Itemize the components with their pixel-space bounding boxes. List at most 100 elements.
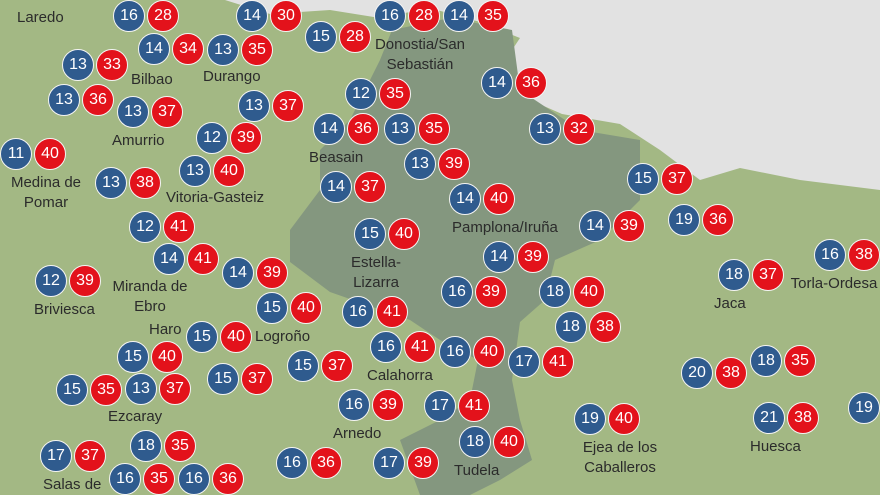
max-temp-marker[interactable]: 40 — [151, 341, 183, 373]
min-temp-marker[interactable]: 13 — [95, 167, 127, 199]
max-temp-marker[interactable]: 35 — [164, 430, 196, 462]
max-temp-marker[interactable]: 37 — [159, 373, 191, 405]
max-temp-marker[interactable]: 37 — [272, 90, 304, 122]
min-temp-marker[interactable]: 19 — [574, 403, 606, 435]
min-temp-marker[interactable]: 14 — [483, 241, 515, 273]
max-temp-marker[interactable]: 32 — [563, 113, 595, 145]
max-temp-marker[interactable]: 37 — [752, 259, 784, 291]
max-temp-marker[interactable]: 39 — [613, 210, 645, 242]
max-temp-marker[interactable]: 30 — [270, 0, 302, 32]
max-temp-marker[interactable]: 41 — [458, 390, 490, 422]
min-temp-marker[interactable]: 12 — [35, 265, 67, 297]
max-temp-marker[interactable]: 38 — [589, 311, 621, 343]
max-temp-marker[interactable]: 41 — [187, 243, 219, 275]
max-temp-marker[interactable]: 40 — [213, 155, 245, 187]
max-temp-marker[interactable]: 40 — [388, 218, 420, 250]
min-temp-marker[interactable]: 19 — [848, 392, 880, 424]
min-temp-marker[interactable]: 18 — [539, 276, 571, 308]
min-temp-marker[interactable]: 20 — [681, 357, 713, 389]
max-temp-marker[interactable]: 36 — [212, 463, 244, 495]
max-temp-marker[interactable]: 40 — [34, 138, 66, 170]
max-temp-marker[interactable]: 37 — [321, 350, 353, 382]
max-temp-marker[interactable]: 36 — [702, 204, 734, 236]
min-temp-marker[interactable]: 14 — [449, 183, 481, 215]
min-temp-marker[interactable]: 11 — [0, 138, 32, 170]
max-temp-marker[interactable]: 36 — [310, 447, 342, 479]
max-temp-marker[interactable]: 41 — [542, 346, 574, 378]
min-temp-marker[interactable]: 13 — [238, 90, 270, 122]
min-temp-marker[interactable]: 15 — [256, 292, 288, 324]
min-temp-marker[interactable]: 15 — [354, 218, 386, 250]
min-temp-marker[interactable]: 16 — [439, 336, 471, 368]
min-temp-marker[interactable]: 13 — [207, 34, 239, 66]
min-temp-marker[interactable]: 12 — [129, 211, 161, 243]
max-temp-marker[interactable]: 41 — [404, 331, 436, 363]
min-temp-marker[interactable]: 14 — [313, 113, 345, 145]
min-temp-marker[interactable]: 13 — [529, 113, 561, 145]
max-temp-marker[interactable]: 40 — [493, 426, 525, 458]
max-temp-marker[interactable]: 39 — [517, 241, 549, 273]
min-temp-marker[interactable]: 14 — [481, 67, 513, 99]
min-temp-marker[interactable]: 13 — [117, 96, 149, 128]
min-temp-marker[interactable]: 13 — [384, 113, 416, 145]
min-temp-marker[interactable]: 15 — [56, 374, 88, 406]
max-temp-marker[interactable]: 39 — [372, 389, 404, 421]
max-temp-marker[interactable]: 35 — [477, 0, 509, 32]
max-temp-marker[interactable]: 39 — [230, 122, 262, 154]
max-temp-marker[interactable]: 38 — [715, 357, 747, 389]
max-temp-marker[interactable]: 37 — [151, 96, 183, 128]
min-temp-marker[interactable]: 15 — [117, 341, 149, 373]
max-temp-marker[interactable]: 41 — [376, 296, 408, 328]
min-temp-marker[interactable]: 15 — [627, 163, 659, 195]
min-temp-marker[interactable]: 18 — [718, 259, 750, 291]
max-temp-marker[interactable]: 40 — [483, 183, 515, 215]
min-temp-marker[interactable]: 15 — [305, 21, 337, 53]
min-temp-marker[interactable]: 16 — [338, 389, 370, 421]
max-temp-marker[interactable]: 33 — [96, 49, 128, 81]
max-temp-marker[interactable]: 38 — [787, 402, 819, 434]
max-temp-marker[interactable]: 39 — [475, 276, 507, 308]
min-temp-marker[interactable]: 19 — [668, 204, 700, 236]
min-temp-marker[interactable]: 21 — [753, 402, 785, 434]
max-temp-marker[interactable]: 28 — [408, 0, 440, 32]
min-temp-marker[interactable]: 16 — [814, 239, 846, 271]
min-temp-marker[interactable]: 16 — [342, 296, 374, 328]
max-temp-marker[interactable]: 28 — [147, 0, 179, 32]
min-temp-marker[interactable]: 16 — [109, 463, 141, 495]
min-temp-marker[interactable]: 14 — [320, 171, 352, 203]
max-temp-marker[interactable]: 40 — [220, 321, 252, 353]
min-temp-marker[interactable]: 18 — [130, 430, 162, 462]
max-temp-marker[interactable]: 38 — [129, 167, 161, 199]
min-temp-marker[interactable]: 17 — [508, 346, 540, 378]
max-temp-marker[interactable]: 37 — [661, 163, 693, 195]
min-temp-marker[interactable]: 15 — [207, 363, 239, 395]
min-temp-marker[interactable]: 18 — [459, 426, 491, 458]
max-temp-marker[interactable]: 35 — [418, 113, 450, 145]
min-temp-marker[interactable]: 13 — [404, 148, 436, 180]
max-temp-marker[interactable]: 35 — [90, 374, 122, 406]
max-temp-marker[interactable]: 37 — [354, 171, 386, 203]
min-temp-marker[interactable]: 14 — [153, 243, 185, 275]
max-temp-marker[interactable]: 35 — [784, 345, 816, 377]
min-temp-marker[interactable]: 12 — [345, 78, 377, 110]
min-temp-marker[interactable]: 16 — [370, 331, 402, 363]
min-temp-marker[interactable]: 18 — [555, 311, 587, 343]
max-temp-marker[interactable]: 39 — [438, 148, 470, 180]
min-temp-marker[interactable]: 15 — [186, 321, 218, 353]
min-temp-marker[interactable]: 17 — [424, 390, 456, 422]
min-temp-marker[interactable]: 13 — [125, 373, 157, 405]
min-temp-marker[interactable]: 16 — [178, 463, 210, 495]
min-temp-marker[interactable]: 13 — [179, 155, 211, 187]
max-temp-marker[interactable]: 36 — [347, 113, 379, 145]
min-temp-marker[interactable]: 14 — [443, 0, 475, 32]
min-temp-marker[interactable]: 13 — [62, 49, 94, 81]
max-temp-marker[interactable]: 40 — [290, 292, 322, 324]
min-temp-marker[interactable]: 16 — [374, 0, 406, 32]
min-temp-marker[interactable]: 16 — [441, 276, 473, 308]
max-temp-marker[interactable]: 37 — [241, 363, 273, 395]
max-temp-marker[interactable]: 40 — [608, 403, 640, 435]
max-temp-marker[interactable]: 39 — [69, 265, 101, 297]
max-temp-marker[interactable]: 41 — [163, 211, 195, 243]
max-temp-marker[interactable]: 40 — [473, 336, 505, 368]
max-temp-marker[interactable]: 36 — [515, 67, 547, 99]
